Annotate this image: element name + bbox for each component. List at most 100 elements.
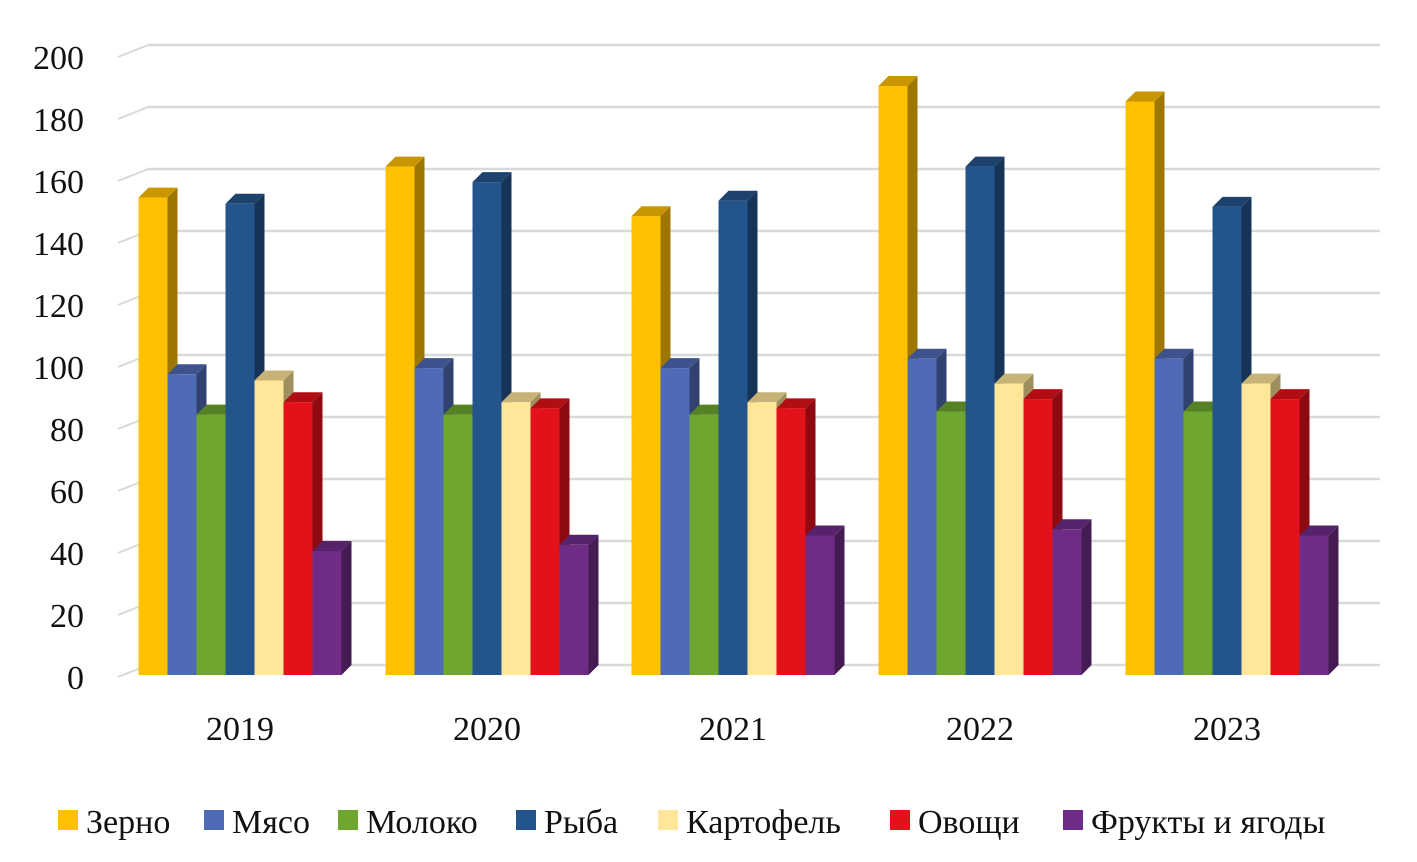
bar-front xyxy=(138,197,168,675)
y-tick-label: 160 xyxy=(33,164,84,201)
legend-label: Фрукты и ягоды xyxy=(1091,804,1325,841)
bar-front xyxy=(1241,383,1271,675)
y-tick-label: 40 xyxy=(50,536,84,573)
bar-front xyxy=(660,368,690,675)
bar-front xyxy=(312,551,342,675)
x-tick-label: 2022 xyxy=(946,711,1014,748)
bar-front xyxy=(1212,206,1242,675)
bar-top xyxy=(1154,348,1194,359)
bar-front xyxy=(1270,399,1300,675)
bar-top xyxy=(472,172,512,183)
bar-front xyxy=(472,182,502,675)
bar-front xyxy=(254,380,284,675)
bar-front xyxy=(1023,399,1053,675)
bar-front xyxy=(196,414,226,675)
bar-front xyxy=(718,200,748,675)
legend-item: Мясо xyxy=(204,804,310,841)
bar-top xyxy=(907,348,947,359)
bar-top xyxy=(1052,519,1092,530)
bar-top xyxy=(283,392,323,403)
bar-top xyxy=(878,76,918,86)
bar-top xyxy=(718,190,758,201)
bar-top xyxy=(559,534,599,545)
bar-2023-7 xyxy=(1299,525,1339,675)
bar-top xyxy=(225,193,265,204)
legend-swatch xyxy=(890,810,910,830)
x-tick-label: 2020 xyxy=(453,711,521,748)
bar-top xyxy=(1212,196,1252,207)
bar-front xyxy=(776,408,806,675)
bar-top xyxy=(805,525,845,536)
bar-side xyxy=(1081,519,1092,675)
legend-item: Фрукты и ягоды xyxy=(1063,804,1325,841)
bar-top xyxy=(254,370,294,381)
legend-swatch xyxy=(338,810,358,830)
bar-top xyxy=(414,358,454,369)
bar-top xyxy=(994,373,1034,384)
bar-front xyxy=(501,402,531,675)
legend-swatch xyxy=(58,810,78,830)
bar-front xyxy=(225,203,255,676)
bar-2020-7 xyxy=(559,534,599,675)
legend-item: Овощи xyxy=(890,804,1020,841)
bar-side xyxy=(1328,525,1339,675)
bar-front xyxy=(689,414,719,675)
bar-top xyxy=(501,392,541,403)
legend-swatch xyxy=(1063,810,1083,830)
bar-front xyxy=(167,374,197,675)
legend-label: Рыба xyxy=(544,804,618,841)
legend-item: Зерно xyxy=(58,804,170,841)
bar-front xyxy=(443,414,473,675)
gridline-side xyxy=(117,106,149,120)
legend-item: Картофель xyxy=(658,804,841,841)
legend-swatch xyxy=(516,810,536,830)
bar-2022-7 xyxy=(1052,519,1092,675)
bar-front xyxy=(1052,529,1082,675)
y-tick-label: 0 xyxy=(67,660,84,697)
bar-top xyxy=(965,156,1005,167)
legend-label: Молоко xyxy=(366,804,478,841)
bar-top xyxy=(1241,373,1281,384)
bar-2021-7 xyxy=(805,525,845,675)
bar-top xyxy=(1023,389,1063,400)
bar-top xyxy=(312,541,352,551)
bar-front xyxy=(936,411,966,675)
gridline-side xyxy=(117,44,149,58)
bar-2019-7 xyxy=(312,541,352,675)
bar-front xyxy=(1299,535,1329,675)
bar-front xyxy=(283,402,313,675)
bar-top xyxy=(776,398,816,409)
legend-item: Молоко xyxy=(338,804,478,841)
legend-item: Рыба xyxy=(516,804,618,841)
x-tick-label: 2021 xyxy=(699,711,767,748)
bar-top xyxy=(1270,389,1310,400)
x-tick-label: 2019 xyxy=(206,711,274,748)
bar-top xyxy=(747,392,787,403)
bar-side xyxy=(341,541,352,675)
bar-front xyxy=(530,408,560,675)
bar-front xyxy=(385,166,415,675)
y-tick-label: 20 xyxy=(50,598,84,635)
y-tick-label: 80 xyxy=(50,412,84,449)
y-tick-label: 60 xyxy=(50,474,84,511)
bar-front xyxy=(1154,358,1184,675)
bar-front xyxy=(994,383,1024,675)
legend-swatch xyxy=(658,810,678,830)
y-tick-label: 100 xyxy=(33,350,84,387)
bar-top xyxy=(1125,91,1165,102)
y-tick-label: 180 xyxy=(33,102,84,139)
bar-front xyxy=(631,216,661,675)
gridline-side xyxy=(117,168,149,182)
bar-front xyxy=(414,368,444,675)
bar-front xyxy=(1125,101,1155,675)
bar-top xyxy=(385,156,425,167)
y-tick-label: 120 xyxy=(33,288,84,325)
legend-swatch xyxy=(204,810,224,830)
bar-top xyxy=(167,364,207,375)
bar-side xyxy=(588,534,599,675)
bar-front xyxy=(559,544,589,675)
legend-label: Картофель xyxy=(686,804,841,841)
bar-top xyxy=(138,187,178,198)
x-tick-label: 2023 xyxy=(1193,711,1261,748)
